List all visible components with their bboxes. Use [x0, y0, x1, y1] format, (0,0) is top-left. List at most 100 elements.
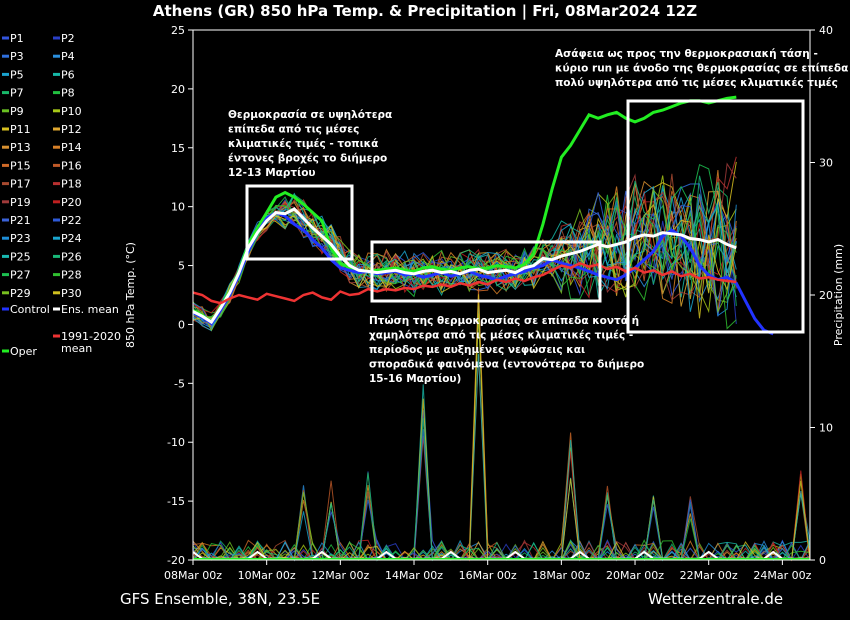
- legend-item-p15: P15: [2, 159, 31, 172]
- legend-label: P12: [61, 123, 82, 136]
- legend-item-p3: P3: [2, 50, 24, 63]
- y2-tick-label: 10: [819, 422, 833, 435]
- axes-layer: 25 20 15 10 5 0 -5 -10 -15 -20 40 30 20 10 0 08Mar 00z 1…: [124, 24, 845, 582]
- y2-tick-label: 30: [819, 157, 833, 170]
- legend-label: P15: [10, 159, 31, 172]
- main-series-layer: [192, 95, 810, 561]
- legend-item-p14: P14: [53, 141, 82, 154]
- legend-label: P24: [61, 232, 82, 245]
- legend-label: P30: [61, 287, 82, 300]
- y-tick-label: -5: [174, 377, 185, 390]
- annotation-line: 12-13 Μαρτίου: [228, 167, 316, 179]
- legend-item-p1: P1: [2, 32, 24, 45]
- legend-label: P10: [61, 105, 82, 118]
- legend-label: P11: [10, 123, 31, 136]
- series-1991-2020-mean: [192, 261, 737, 305]
- legend-label: P1: [10, 32, 24, 45]
- legend-item-p17: P17: [2, 178, 31, 191]
- member-precip-p29: [193, 492, 810, 561]
- legend-label: P19: [10, 196, 31, 209]
- annotation-box-3: [626, 99, 805, 334]
- annotation-line: σποραδικά φαινόμενα (εντονότερα το διήμε…: [369, 359, 644, 371]
- source-credit: Wetterzentrale.de: [648, 590, 784, 608]
- annotation-line: 15-16 Μαρτίου): [369, 373, 461, 385]
- member-line-p20: [192, 190, 737, 314]
- legend-label: P3: [10, 50, 24, 63]
- legend-item-p24: P24: [53, 232, 82, 245]
- y-tick-label: 0: [178, 318, 185, 331]
- legend-item-p4: P4: [53, 50, 75, 63]
- legend-item-p20: P20: [53, 196, 82, 209]
- legend-label: P29: [10, 287, 31, 300]
- annotations-layer: Θερμοκρασία σε υψηλότερα επίπεδα από τις …: [228, 48, 848, 385]
- x-tick-label: 10Mar 00z: [238, 569, 296, 582]
- legend-item-p16: P16: [53, 159, 82, 172]
- legend-item-p22: P22: [53, 214, 82, 227]
- member-precip-p17: [193, 491, 810, 561]
- model-info: GFS Ensemble, 38N, 23.5E: [120, 590, 321, 608]
- member-precip-p25: [193, 353, 811, 561]
- annotation-line: επίπεδα από τις μέσες: [228, 124, 359, 136]
- legend-label: P16: [61, 159, 82, 172]
- x-tick-label: 20Mar 00z: [606, 569, 664, 582]
- legend-label: P18: [61, 178, 82, 191]
- legend-label: P22: [61, 214, 82, 227]
- chart-title: Athens (GR) 850 hPa Temp. & Precipitatio…: [152, 2, 698, 20]
- legend-label: 1991-2020: [61, 330, 121, 343]
- legend-item-p18: P18: [53, 178, 82, 191]
- legend-label: P23: [10, 232, 31, 245]
- legend-label: P20: [61, 196, 82, 209]
- x-tick-label: 22Mar 00z: [680, 569, 738, 582]
- y-tick-label: -10: [167, 436, 185, 449]
- legend-label: P6: [61, 68, 75, 81]
- annotation-text-3: Ασάφεια ως προς την θερμοκρασιακή τάση -…: [555, 48, 848, 89]
- y2-tick-label: 40: [819, 24, 833, 37]
- x-tick-label: 18Mar 00z: [532, 569, 590, 582]
- legend-label: P9: [10, 105, 24, 118]
- legend-item-p7: P7: [2, 87, 24, 100]
- legend-label: Control: [10, 303, 50, 316]
- annotation-line: πολύ υψηλότερα από τις μέσες κλιματικές …: [555, 77, 838, 89]
- y2-axis-label: Precipitation (mm): [832, 244, 845, 346]
- member-precip-p2: [192, 471, 811, 562]
- series-ens-mean: [192, 207, 737, 325]
- annotation-line: Πτώση της θερμοκρασίας σε επίπεδα κοντά …: [369, 315, 639, 327]
- y-tick-label: -20: [167, 554, 185, 567]
- member-line-p23: [192, 195, 737, 329]
- legend-item-p13: P13: [2, 141, 31, 154]
- legend-label: mean: [61, 342, 92, 355]
- y2-tick-label: 0: [819, 554, 826, 567]
- legend-item-p29: P29: [2, 287, 31, 300]
- member-precip-p20: [193, 354, 811, 562]
- annotation-box-2: [370, 240, 602, 303]
- annotation-line: Θερμοκρασία σε υψηλότερα: [228, 109, 392, 121]
- x-tick-label: 16Mar 00z: [459, 569, 517, 582]
- member-precip-p26: [193, 418, 810, 562]
- legend-item-p19: P19: [2, 196, 31, 209]
- y-tick-label: 25: [171, 24, 185, 37]
- y-axis-label: 850 hPa Temp. (°C): [124, 242, 137, 348]
- member-precip-p9: [192, 490, 810, 561]
- legend-item-p21: P21: [2, 214, 31, 227]
- legend-label: P27: [10, 269, 31, 282]
- legend-item-p26: P26: [53, 250, 82, 263]
- annotation-text-2: Πτώση της θερμοκρασίας σε επίπεδα κοντά …: [369, 315, 644, 385]
- legend-label: P14: [61, 141, 82, 154]
- member-precip-p1: [193, 410, 810, 561]
- legend-item-p28: P28: [53, 269, 82, 282]
- annotation-text-1: Θερμοκρασία σε υψηλότερα επίπεδα από τις …: [228, 109, 392, 179]
- member-line-p18: [192, 156, 737, 325]
- legend-item-p9: P9: [2, 105, 24, 118]
- legend-label: Ens. mean: [61, 303, 119, 316]
- member-precip-p12: [193, 485, 811, 561]
- chart-svg: 25 20 15 10 5 0 -5 -10 -15 -20 40 30 20 10 0 08Mar 00z 1…: [2, 24, 848, 582]
- annotation-line: κλιματικές τιμές - τοπικά: [228, 138, 378, 150]
- legend-label: P4: [61, 50, 75, 63]
- legend-item-oper: Oper: [2, 345, 37, 358]
- legend-label: P7: [10, 87, 24, 100]
- annotation-line: έντονες βροχές το διήμερο: [228, 153, 387, 165]
- legend-label: P17: [10, 178, 31, 191]
- member-precip-p4: [192, 485, 810, 562]
- legend-item-p6: P6: [53, 68, 75, 81]
